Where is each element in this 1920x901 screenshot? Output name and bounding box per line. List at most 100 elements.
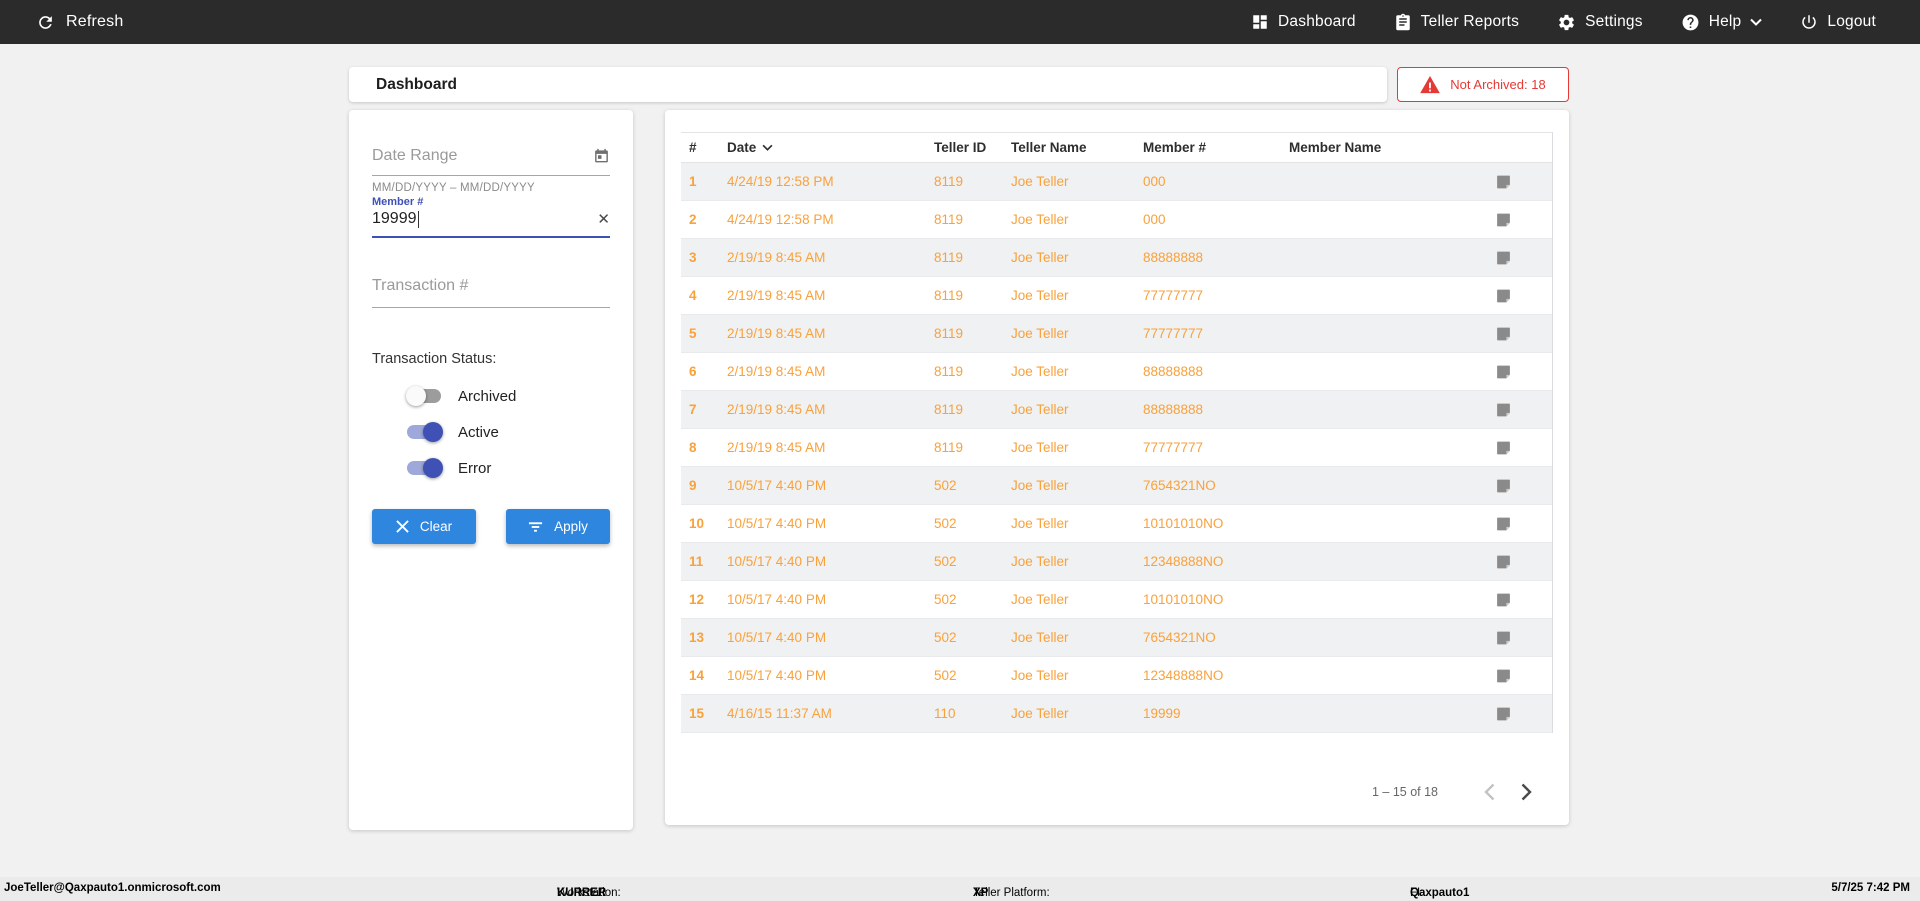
cell-teller-name: Joe Teller [1011, 440, 1069, 455]
table-row[interactable]: 15 4/16/15 11:37 AM 110 Joe Teller 19999 [681, 695, 1552, 733]
toggle-switch[interactable] [406, 422, 443, 442]
cell-member-num: 88888888 [1143, 250, 1204, 265]
note-icon[interactable] [1495, 287, 1512, 305]
member-number-input[interactable]: 19999 ✕ [372, 208, 610, 238]
toggle-switch[interactable] [406, 458, 443, 478]
row-number: 15 [689, 706, 705, 721]
clear-field-icon[interactable]: ✕ [597, 210, 610, 228]
cell-date: 2/19/19 8:45 AM [727, 440, 826, 455]
cell-member-num: 12348888NO [1143, 668, 1224, 683]
row-number: 1 [689, 174, 697, 189]
note-icon[interactable] [1495, 325, 1512, 343]
table-row[interactable]: 8 2/19/19 8:45 AM 8119 Joe Teller 77777777 [681, 429, 1552, 467]
table-row[interactable]: 9 10/5/17 4:40 PM 502 Joe Teller 7654321NO [681, 467, 1552, 505]
filter-panel: Date Range MM/DD/YYYY – MM/DD/YYYY Membe… [349, 110, 633, 830]
transaction-number-input[interactable]: Transaction # [372, 277, 610, 308]
clear-button[interactable]: Clear [372, 509, 476, 544]
transaction-placeholder: Transaction # [372, 277, 469, 294]
note-icon[interactable] [1495, 553, 1512, 571]
nav-item-logout[interactable]: Logout [1800, 13, 1876, 31]
refresh-icon [36, 13, 55, 32]
row-number: 8 [689, 440, 697, 455]
table-row[interactable]: 5 2/19/19 8:45 AM 8119 Joe Teller 77777777 [681, 315, 1552, 353]
toggle-switch[interactable] [406, 386, 443, 406]
text-caret [417, 210, 419, 228]
toggle-label: Active [458, 423, 499, 441]
note-icon[interactable] [1495, 705, 1512, 723]
refresh-button[interactable]: Refresh [36, 13, 123, 32]
toggle-active[interactable]: Active [406, 422, 610, 442]
table-row[interactable]: 6 2/19/19 8:45 AM 8119 Joe Teller 88888888 [681, 353, 1552, 391]
table-row[interactable]: 13 10/5/17 4:40 PM 502 Joe Teller 7654321NO [681, 619, 1552, 657]
col-header-member-num: Member # [1143, 140, 1207, 155]
table-row[interactable]: 2 4/24/19 12:58 PM 8119 Joe Teller 000 [681, 201, 1552, 239]
table-row[interactable]: 12 10/5/17 4:40 PM 502 Joe Teller 10101010NO [681, 581, 1552, 619]
toggle-archived[interactable]: Archived [406, 386, 610, 406]
date-range-field[interactable]: Date Range [372, 147, 610, 176]
table-row[interactable]: 1 4/24/19 12:58 PM 8119 Joe Teller 000 [681, 163, 1552, 201]
toggle-label: Archived [458, 387, 517, 405]
cell-teller-name: Joe Teller [1011, 630, 1069, 645]
table-row[interactable]: 11 10/5/17 4:40 PM 502 Joe Teller 12348888NO [681, 543, 1552, 581]
cell-teller-name: Joe Teller [1011, 516, 1069, 531]
chevron-down-icon [1750, 18, 1763, 26]
cell-teller-id: 502 [934, 630, 957, 645]
row-number: 3 [689, 250, 697, 265]
row-number: 2 [689, 212, 697, 227]
page-title: Dashboard [376, 75, 457, 93]
toggle-error[interactable]: Error [406, 458, 610, 478]
cell-teller-name: Joe Teller [1011, 402, 1069, 417]
row-number: 9 [689, 478, 697, 493]
table-row[interactable]: 10 10/5/17 4:40 PM 502 Joe Teller 10101010NO [681, 505, 1552, 543]
row-number: 6 [689, 364, 697, 379]
top-nav: Refresh Dashboard Teller Reports Setting… [0, 0, 1920, 44]
nav-item-settings[interactable]: Settings [1557, 13, 1643, 32]
col-header-num: # [689, 140, 697, 155]
note-icon[interactable] [1495, 667, 1512, 685]
nav-item-dashboard[interactable]: Dashboard [1251, 13, 1356, 31]
note-icon[interactable] [1495, 477, 1512, 495]
table-header-row: # Date Teller ID Teller Name Member # Me… [681, 132, 1552, 163]
cell-date: 2/19/19 8:45 AM [727, 326, 826, 341]
cell-teller-name: Joe Teller [1011, 478, 1069, 493]
clipboard-icon [1394, 13, 1412, 31]
page-header: Dashboard [349, 67, 1387, 102]
cell-member-num: 19999 [1143, 706, 1181, 721]
nav-item-teller-reports[interactable]: Teller Reports [1394, 13, 1519, 31]
table-row[interactable]: 14 10/5/17 4:40 PM 502 Joe Teller 12348888NO [681, 657, 1552, 695]
note-icon[interactable] [1495, 249, 1512, 267]
cell-date: 10/5/17 4:40 PM [727, 478, 827, 493]
calendar-icon[interactable] [593, 147, 610, 165]
row-number: 14 [689, 668, 705, 683]
table-row[interactable]: 4 2/19/19 8:45 AM 8119 Joe Teller 77777777 [681, 277, 1552, 315]
table-row[interactable]: 7 2/19/19 8:45 AM 8119 Joe Teller 88888888 [681, 391, 1552, 429]
cell-member-num: 77777777 [1143, 288, 1204, 303]
note-icon[interactable] [1495, 173, 1512, 191]
cell-member-num: 88888888 [1143, 364, 1204, 379]
row-number: 7 [689, 402, 697, 417]
nav-item-label: Help [1708, 13, 1742, 30]
note-icon[interactable] [1495, 629, 1512, 647]
note-icon[interactable] [1495, 401, 1512, 419]
col-header-date[interactable]: Date [727, 140, 934, 155]
note-icon[interactable] [1495, 439, 1512, 457]
cell-date: 10/5/17 4:40 PM [727, 516, 827, 531]
next-page-icon[interactable] [1521, 783, 1532, 801]
note-icon[interactable] [1495, 591, 1512, 609]
pagination: 1 – 15 of 18 [681, 783, 1553, 801]
cell-date: 2/19/19 8:45 AM [727, 402, 826, 417]
note-icon[interactable] [1495, 363, 1512, 381]
note-icon[interactable] [1495, 515, 1512, 533]
cell-member-num: 77777777 [1143, 326, 1204, 341]
x-icon [396, 520, 409, 533]
nav-item-help[interactable]: Help [1681, 13, 1763, 32]
previous-page-icon[interactable] [1484, 783, 1495, 801]
row-number: 12 [689, 592, 705, 607]
main-content: Date Range MM/DD/YYYY – MM/DD/YYYY Membe… [349, 110, 1569, 830]
apply-button[interactable]: Apply [506, 509, 610, 544]
table-row[interactable]: 3 2/19/19 8:45 AM 8119 Joe Teller 88888888 [681, 239, 1552, 277]
cell-member-num: 88888888 [1143, 402, 1204, 417]
cell-date: 10/5/17 4:40 PM [727, 592, 827, 607]
note-icon[interactable] [1495, 211, 1512, 229]
not-archived-badge: Not Archived: 18 [1397, 67, 1569, 102]
